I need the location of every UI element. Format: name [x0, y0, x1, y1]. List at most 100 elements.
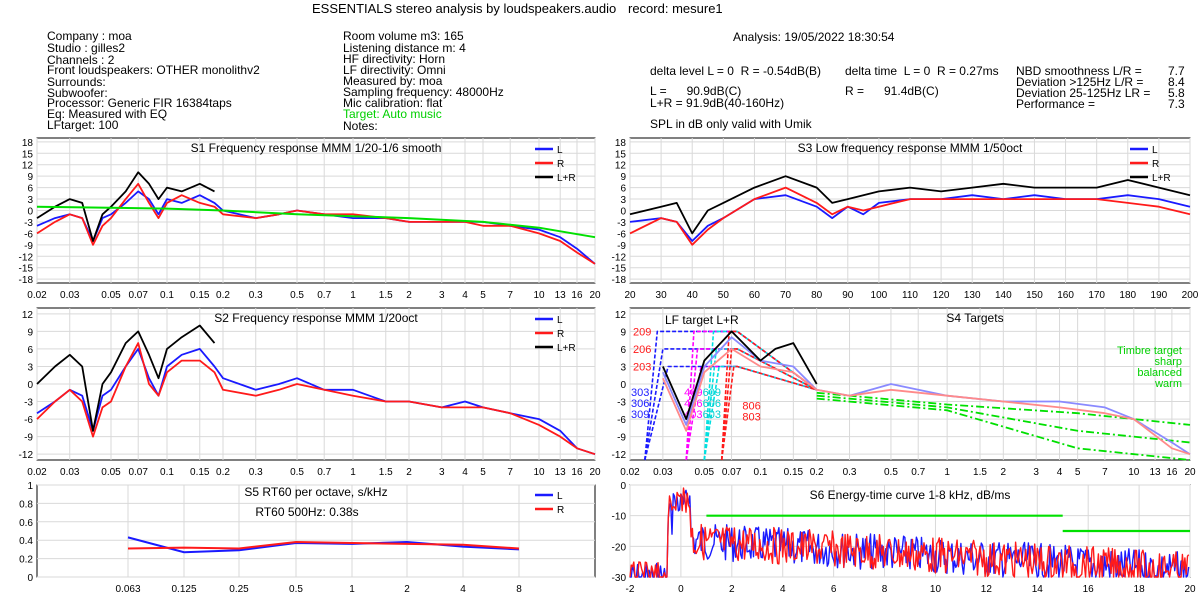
lf-target-label: 606 — [703, 398, 721, 410]
x-tick-label: 3 — [439, 467, 445, 478]
info-notes: Notes: — [343, 119, 378, 133]
level-L: L = 90.9dB(C) — [650, 84, 742, 98]
x-tick-label: 1 — [350, 290, 356, 301]
info-subwoofer: Subwoofer: — [47, 86, 108, 100]
x-tick-label: 0.5 — [289, 584, 303, 595]
x-tick-label: 1.5 — [379, 290, 393, 301]
x-tick-label: 2 — [404, 584, 410, 595]
legend-label: L — [557, 491, 563, 502]
x-tick-label: 5 — [480, 467, 486, 478]
x-tick-label: 0.2 — [810, 467, 824, 478]
y-tick-label: -18 — [612, 275, 627, 286]
score-value: 7.3 — [1168, 97, 1185, 111]
chart-S5: 1 0.8 0.6 0.4 0.2 0 0.063 0.125 0.25 0.5 1 2 4 8 S5 RT… — [19, 481, 596, 595]
x-tick-label: 0.3 — [249, 290, 263, 301]
x-tick-label: 20 — [589, 467, 601, 478]
x-tick-label: 10 — [533, 467, 545, 478]
legend-label: L+R — [557, 173, 576, 184]
x-tick-label: 13 — [555, 467, 567, 478]
x-tick-label: 16 — [1166, 467, 1178, 478]
y-tick-label: -9 — [617, 433, 626, 444]
x-tick-label: 7 — [1102, 467, 1108, 478]
lf-target-label: 309 — [631, 409, 649, 421]
legend-label: L+R — [1152, 173, 1171, 184]
x-tick-label: 4 — [460, 584, 466, 595]
x-tick-label: 0.02 — [27, 290, 47, 301]
x-tick-label: 5 — [480, 290, 486, 301]
series-R — [36, 342, 596, 456]
x-tick-label: 0.2 — [216, 467, 230, 478]
legend-label: R — [557, 159, 564, 170]
info-sampling: Sampling frequency: 48000Hz — [343, 85, 504, 99]
x-tick-label: 0.05 — [101, 467, 121, 478]
timbre-label: sharp — [1154, 356, 1182, 368]
y-tick-label: -3 — [24, 398, 33, 409]
y-tick-label: -12 — [19, 450, 34, 461]
legend-label: L+R — [557, 343, 576, 354]
y-tick-label: 9 — [620, 172, 626, 183]
x-tick-label: 4 — [462, 467, 468, 478]
x-tick-label: 4 — [780, 584, 786, 595]
x-tick-label: 0.1 — [160, 290, 174, 301]
y-tick-label: -6 — [24, 415, 33, 426]
x-tick-label: 150 — [1026, 290, 1043, 301]
x-tick-label: 0.7 — [317, 290, 331, 301]
y-tick-label: 0 — [620, 207, 626, 218]
x-tick-label: 1 — [350, 467, 356, 478]
x-tick-label: 10 — [930, 584, 942, 595]
x-tick-label: 0.7 — [911, 467, 925, 478]
x-tick-label: 0.063 — [115, 584, 140, 595]
lf-target-label: 303 — [631, 387, 649, 399]
chart-title: S1 Frequency response MMM 1/20-1/6 smoot… — [191, 141, 442, 155]
y-tick-label: 6 — [620, 184, 626, 195]
x-tick-label: 30 — [656, 290, 668, 301]
x-tick-label: 10 — [533, 290, 545, 301]
chart-title: S5 RT60 per octave, s/kHz — [244, 485, 387, 499]
info-room: Room volume m3: 165 — [343, 29, 464, 43]
info-distance: Listening distance m: 4 — [343, 41, 466, 55]
chart-title: S3 Low frequency response MMM 1/50oct — [798, 141, 1023, 155]
y-tick-label: 3 — [27, 362, 33, 373]
legend-label: L — [1152, 145, 1158, 156]
x-tick-label: 0.02 — [620, 467, 640, 478]
lf-target-label: 209 — [633, 326, 651, 338]
lf-target-label: 609 — [703, 387, 721, 399]
x-tick-label: 50 — [718, 290, 730, 301]
x-tick-label: 0.3 — [843, 467, 857, 478]
x-tick-label: 0.07 — [722, 467, 742, 478]
lf-target-line — [685, 330, 818, 461]
x-tick-label: 14 — [1032, 584, 1044, 595]
x-tick-label: 7 — [507, 467, 513, 478]
y-tick-label: 9 — [27, 172, 33, 183]
y-tick-label: -3 — [24, 218, 33, 229]
score-label: Deviation 25-125Hz LR = — [1016, 86, 1151, 100]
x-tick-label: 20 — [624, 290, 636, 301]
score-value: 5.8 — [1168, 86, 1185, 100]
x-tick-label: 5 — [1075, 467, 1081, 478]
x-tick-label: 8 — [882, 584, 888, 595]
record-label: record: mesure1 — [628, 1, 723, 16]
x-tick-label: 3 — [1033, 467, 1039, 478]
x-tick-label: 70 — [780, 290, 792, 301]
series-R — [629, 186, 1191, 246]
x-tick-label: 130 — [964, 290, 981, 301]
y-tick-label: -12 — [612, 450, 627, 461]
x-tick-label: 6 — [831, 584, 837, 595]
x-tick-label: 0.5 — [290, 290, 304, 301]
x-tick-label: 0.03 — [653, 467, 673, 478]
y-tick-label: 0.4 — [19, 536, 33, 547]
y-tick-label: 0 — [27, 380, 33, 391]
series-L — [662, 336, 1191, 455]
lf-target-title: LF target L+R — [665, 313, 739, 327]
score-label: NBD smoothness L/R = — [1016, 64, 1142, 78]
x-tick-label: 0.15 — [784, 467, 804, 478]
x-tick-label: 90 — [842, 290, 854, 301]
timbre-line — [816, 397, 1191, 461]
x-tick-label: 0.07 — [128, 290, 148, 301]
x-tick-label: 100 — [871, 290, 888, 301]
info-front: Front loudspeakers: OTHER monolithv2 — [47, 63, 260, 77]
y-tick-label: 6 — [27, 184, 33, 195]
